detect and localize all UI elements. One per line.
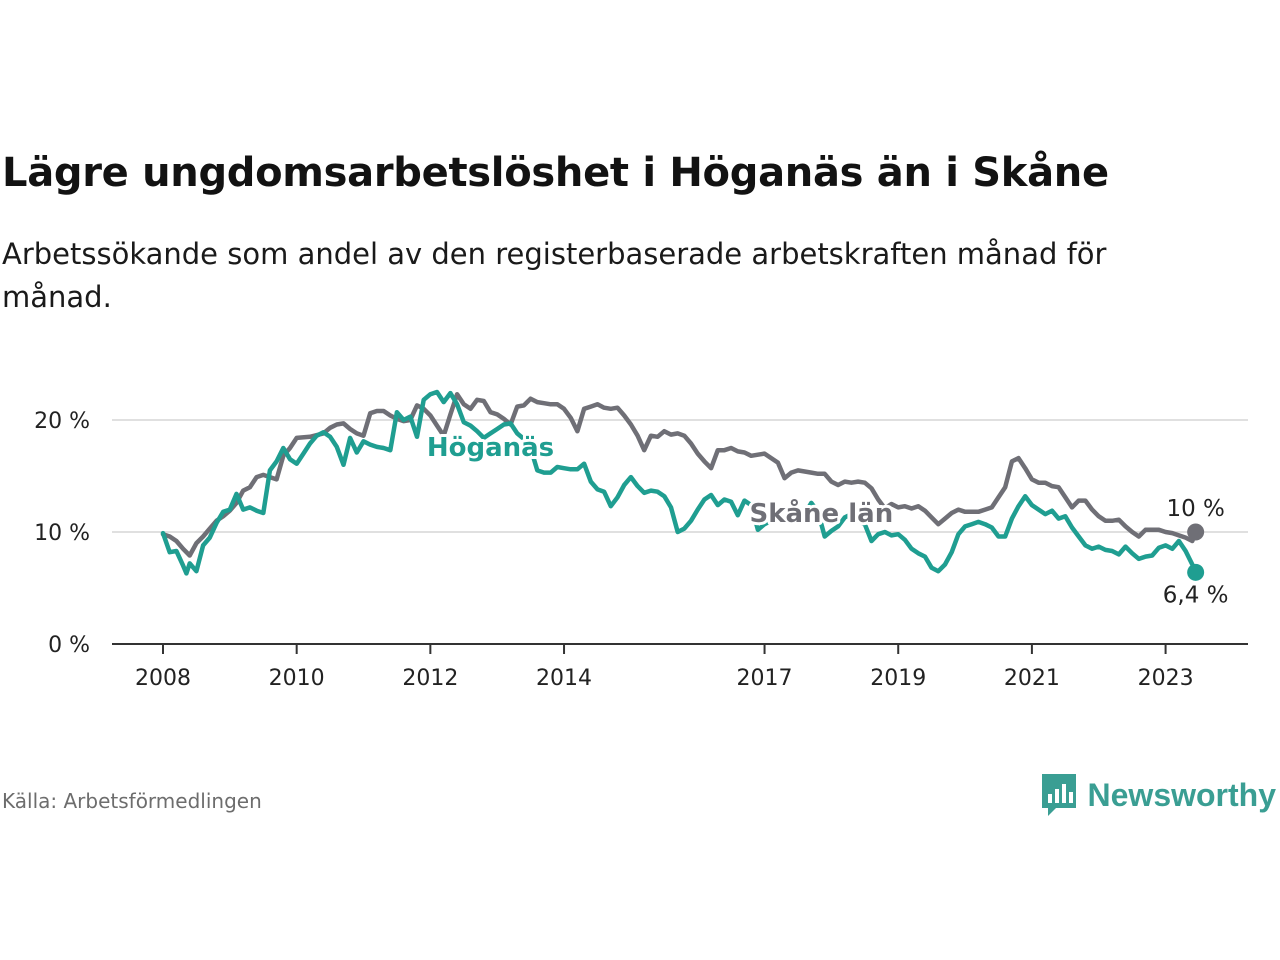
chart-title: Lägre ungdomsarbetslöshet i Höganäs än i…	[2, 150, 1109, 196]
newsworthy-chart-icon	[1041, 774, 1076, 816]
x-ticks: 2008 2010 2012 2014 2017 2019 2021 2023	[135, 644, 1194, 691]
end-markers: 10 % 6,4 %	[1163, 496, 1229, 608]
end-value-label: 10 %	[1166, 496, 1224, 522]
y-tick-label: 20 %	[34, 409, 90, 434]
end-marker	[1187, 523, 1205, 541]
x-tick-label: 2023	[1138, 666, 1194, 691]
y-grid	[112, 419, 1248, 533]
x-tick-label: 2008	[135, 666, 191, 691]
source-note: Källa: Arbetsförmedlingen	[2, 789, 262, 813]
x-tick-label: 2010	[269, 666, 325, 691]
brand-name: Newsworthy	[1087, 776, 1276, 813]
y-tick-label: 0 %	[48, 633, 90, 658]
series-label-halo: Skåne län	[749, 497, 893, 529]
newsworthy-logo: Newsworthy	[1040, 772, 1276, 818]
x-tick-label: 2021	[1004, 666, 1060, 691]
series-label: Höganäs	[427, 433, 554, 463]
series-lines	[160, 389, 1198, 576]
x-tick-label: 2017	[737, 666, 793, 691]
series-label: Skåne län	[749, 497, 893, 529]
end-value-label: 6,4 %	[1163, 582, 1229, 608]
x-tick-label: 2014	[536, 666, 592, 691]
end-marker	[1187, 563, 1205, 581]
series-line-höganäs	[160, 389, 1198, 576]
x-tick-label: 2012	[402, 666, 458, 691]
y-tick-labels: 0 % 10 % 20 %	[34, 409, 90, 658]
series-label-halo: Höganäs	[427, 433, 554, 463]
series-line-skåne-län	[160, 391, 1198, 558]
x-tick-label: 2019	[870, 666, 926, 691]
chart-subtitle: Arbetssökande som andel av den registerb…	[2, 237, 1107, 314]
y-tick-label: 10 %	[34, 521, 90, 546]
